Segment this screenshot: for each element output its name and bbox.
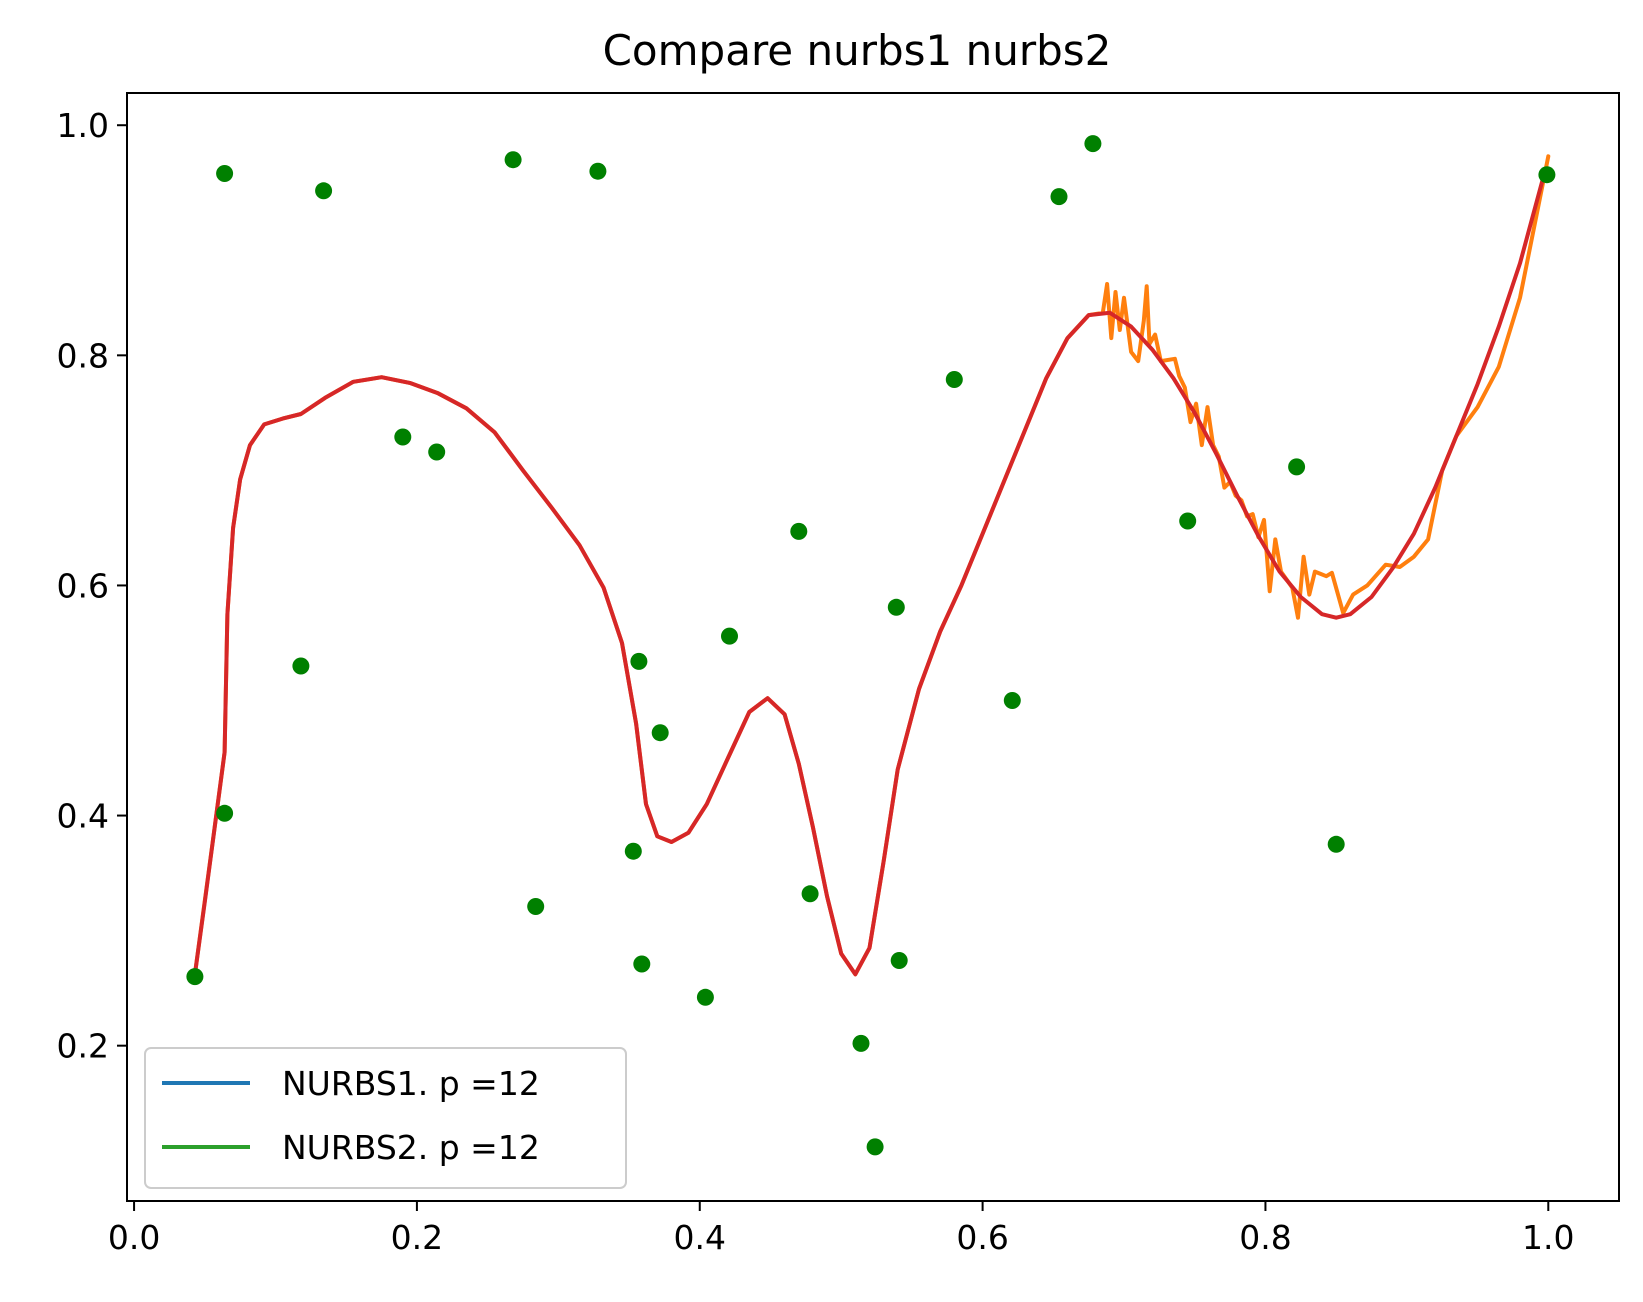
scatter-point [1288,458,1306,476]
scatter-point [866,1138,884,1156]
x-tick-label: 1.0 [1522,1218,1574,1257]
x-tick-label: 0.0 [108,1218,160,1257]
scatter-point [790,522,808,540]
scatter-point [527,898,545,915]
scatter-point [630,652,648,670]
scatter-point [696,988,714,1006]
scatter-point [945,371,963,388]
scatter-point [624,842,642,860]
scatter-point [1084,135,1102,153]
scatter-point [1003,692,1021,709]
x-tick-label: 0.2 [391,1218,443,1257]
scatter-point [721,627,738,645]
scatter-point [216,804,234,822]
y-tick-label: 0.6 [57,566,109,605]
x-axis: 0.0 0.2 0.4 0.6 0.8 1.0 [108,1201,1575,1257]
series-layer [192,154,1551,977]
scatter-point [186,968,204,986]
y-tick-label: 0.2 [57,1027,109,1066]
legend: NURBS1. p =12 NURBS2. p =12 [144,1047,627,1189]
scatter-point [1538,166,1556,184]
scatter-point [887,598,905,616]
scatter-points [186,135,1556,1156]
plot-frame [126,92,1620,1202]
scatter-point [216,165,234,182]
x-tick-label: 0.8 [1239,1218,1291,1257]
scatter-point [292,657,310,675]
scatter-point [890,952,908,969]
y-tick-label: 0.8 [57,336,109,375]
legend-label-nurbs2: NURBS2. p =12 [282,1128,540,1167]
scatter-point [315,182,333,200]
series-line-red-curve [192,172,1546,977]
scatter-point [1327,835,1345,853]
chart-title: Compare nurbs1 nurbs2 [603,26,1112,75]
y-tick-label: 0.4 [57,797,109,836]
y-axis: 0.2 0.4 0.6 0.8 1.0 [57,106,127,1066]
legend-box [144,1047,627,1189]
x-tick-label: 0.6 [956,1218,1008,1257]
scatter-point [1050,188,1068,206]
scatter-point [394,428,412,446]
series-line-orange-curve [192,154,1551,977]
y-tick-label: 1.0 [57,106,109,145]
scatter-point [589,162,607,180]
scatter-point [428,443,446,461]
scatter-point [651,724,669,742]
legend-label-nurbs1: NURBS1. p =12 [282,1064,540,1103]
scatter-point [801,885,819,903]
scatter-point [1179,512,1197,530]
scatter-point [504,151,522,169]
scatter-point [633,955,651,973]
x-tick-label: 0.4 [674,1218,726,1257]
scatter-point [852,1034,870,1052]
